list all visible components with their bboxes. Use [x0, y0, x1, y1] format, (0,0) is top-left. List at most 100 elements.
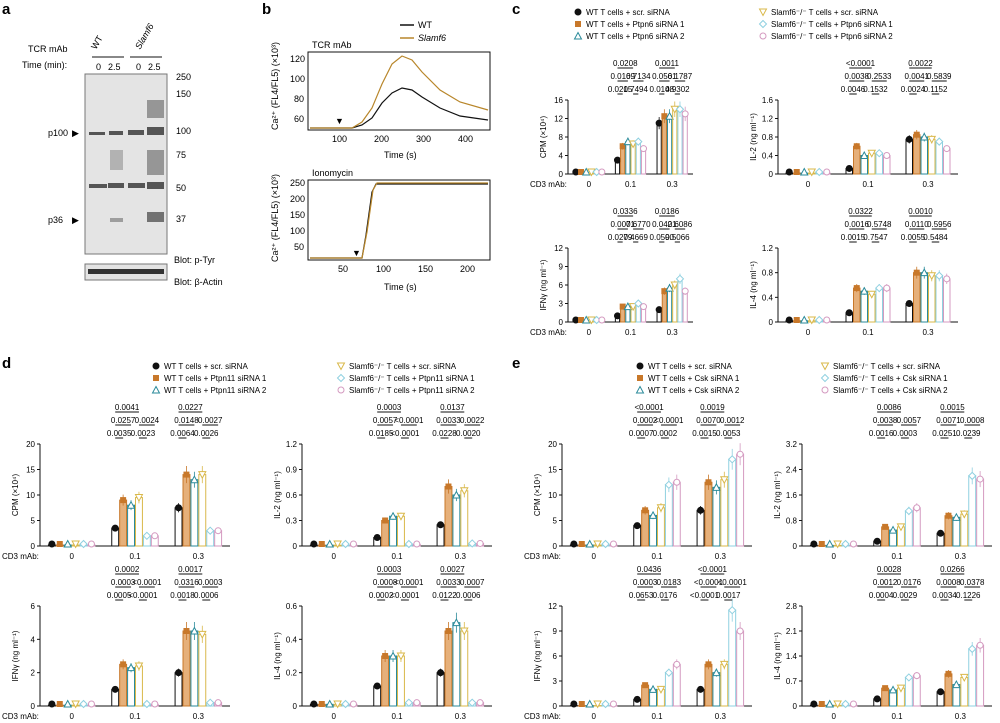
c-ifng-pvalue-0: 0.0279	[608, 233, 633, 242]
d-il2-point-g2-s4	[468, 539, 477, 548]
e-cpm-point-g2-s5	[736, 450, 744, 458]
c-ifng-pvalue-6: 0.5066	[665, 233, 690, 242]
c-cpm-point-g1-s5	[640, 145, 648, 153]
d-cpm-bar-g2-s1	[182, 474, 191, 547]
e-ifng-point-g0-s4	[601, 699, 610, 709]
e-ifng-bar-g2-s3	[720, 663, 729, 707]
top-ylabel: Ca²⁺ (FL4/FL5) (×10³)	[270, 42, 280, 130]
bottom-ylabel: Ca²⁺ (FL4/FL5) (×10³)	[270, 174, 280, 262]
c-ifng-pvalue-9: 0.0186	[655, 207, 680, 216]
e-cpm-bar-g1-s1	[641, 509, 650, 547]
d-il4-point-g1-s0	[373, 682, 381, 690]
bottom-plot-frame	[307, 179, 491, 261]
d-cpm-bar-g2-s0	[174, 507, 183, 547]
e-ifng-pvalue-2: 0.0003	[633, 578, 658, 587]
top-ytick-60: 60	[294, 114, 304, 124]
e-ifng-point-g0-s0	[570, 700, 578, 708]
e-cpm-pvalue-0: 0.0007	[629, 429, 654, 438]
c-cpm-point-g2-s5	[681, 110, 689, 118]
e-il4-point-g2-s5	[976, 641, 984, 649]
d-ifng-point-g0-s1	[56, 701, 63, 707]
c-ifng-cd3-label: CD3 mAb:	[530, 328, 567, 337]
bottom-xtick-200: 200	[460, 264, 475, 274]
c-il2-pvalue-0: 0.0046	[841, 85, 866, 94]
d-il2-point-g0-s0	[310, 540, 318, 548]
c-ifng-pvalue-4: 0.0336	[613, 207, 638, 216]
d-ifng-ytick-0: 0	[31, 702, 36, 711]
d-ifng-point-g0-s0	[48, 700, 56, 708]
e-il2-point-g2-s5	[976, 475, 984, 483]
e-il4-point-g2-s4	[968, 644, 977, 654]
c-il2-ytick-0: 0	[769, 170, 774, 179]
d-il4-bar-g2-s2	[452, 622, 461, 707]
ionomycin-title: Ionomycin	[312, 168, 353, 178]
c-cpm-ytick-3: 12	[554, 115, 563, 124]
e-il2-bar-g2-s4	[968, 475, 977, 547]
c-ifng-ytick-2: 6	[559, 281, 564, 290]
e-il2-point-g2-s2	[952, 512, 961, 521]
e-il4-point-g0-s5	[849, 700, 857, 708]
e-cpm-xtick-2: 0.3	[715, 552, 727, 561]
d-il2-pvalue-4: 0.0003	[377, 403, 402, 412]
d-ifng-bar-g2-s1	[182, 630, 191, 707]
e-ifng-pvalue-9: <0.0001	[698, 565, 728, 574]
e-ifng-bar-g1-s5	[672, 663, 681, 707]
e-cpm-point-g2-s2	[712, 482, 721, 491]
c-il4-point-g0-s3	[807, 316, 817, 325]
d-il4-pvalue-2: 0.0008	[373, 578, 398, 587]
d-il2-point-g1-s2	[388, 511, 398, 520]
wt-lane-label: WT	[89, 33, 105, 51]
c-cpm-point-g1-s3	[628, 140, 638, 149]
e-cpm-pvalue-8: 0.0012	[720, 416, 745, 425]
c-il2-point-g0-s2	[799, 167, 809, 176]
d-cpm-ylabel: CPM (×10⁴)	[11, 474, 20, 517]
c-ifng-bar-g2-s5	[682, 290, 688, 323]
e-ifng-xtick-0: 0	[591, 712, 596, 721]
d-il2-point-g2-s5	[476, 539, 484, 547]
panel-label-e: e	[512, 355, 520, 372]
c-il2-pvalue-7: 0.0041	[905, 72, 930, 81]
d-ifng-point-g1-s2	[126, 663, 136, 672]
e-ifng-point-g1-s0	[633, 695, 641, 703]
e-cpm-pvalue-1: 0.0002	[653, 429, 678, 438]
d-il2-point-g0-s4	[341, 539, 350, 549]
e-il2-xtick-0: 0	[831, 552, 836, 561]
c-cpm-ytick-2: 8	[559, 133, 564, 142]
d-cpm-point-g1-s4	[142, 531, 152, 541]
c-cpm-bar-g2-s1	[661, 115, 667, 175]
c-cpm-bar-g2-s2	[666, 115, 673, 175]
e-ifng-cd3-label: CD3 mAb:	[524, 712, 561, 721]
c-ifng-bar-g2-s4	[677, 278, 683, 323]
d-cpm-point-g2-s4	[206, 526, 215, 535]
e-il2-bar-g2-s2	[952, 516, 961, 547]
legend-e-marker-2	[637, 375, 643, 381]
e-il2-ytick-3: 2.4	[786, 466, 798, 475]
bottom-xtick-50: 50	[338, 264, 348, 274]
e-ifng-pvalue-4: 0.0436	[637, 565, 662, 574]
e-il4-point-g0-s4	[841, 699, 850, 709]
e-il2-point-g1-s5	[913, 504, 921, 512]
e-il4-xtick-2: 0.3	[955, 712, 967, 721]
c-cpm-pvalue-8: 0.1787	[668, 72, 693, 81]
c-il2-bar-g2-s2	[920, 136, 928, 175]
chart-c-il2: 0 0.4 0.8 1.2 1.6 IL-2 (ng ml⁻¹) 0 0.1 0.3 0.0046…	[749, 59, 958, 189]
c-il4-xtick-0: 0	[806, 328, 811, 337]
e-cpm-bar-g2-s4	[728, 458, 737, 547]
d-il4-point-g0-s2	[325, 699, 335, 708]
d-ifng-bar-g2-s0	[174, 672, 183, 707]
legend-wt: WT	[418, 20, 432, 30]
e-il2-point-g1-s1	[882, 523, 889, 530]
e-ifng-point-g1-s3	[656, 685, 666, 694]
d-il4-pvalue-3: <0.0001	[394, 578, 424, 587]
d-il4-point-g1-s1	[382, 653, 389, 659]
e-cpm-pvalue-9: 0.0019	[700, 403, 725, 412]
c-ifng-pvalue-3: 0.6770	[626, 220, 651, 229]
e-il2-pvalue-6: 0.0239	[956, 429, 981, 438]
c-il4-pvalue-2: 0.0016	[845, 220, 870, 229]
c-il2-pvalue-1: 0.1532	[863, 85, 888, 94]
c-il4-point-g1-s1	[853, 285, 860, 292]
c-ifng-pvalue-1: 0.4669	[623, 233, 648, 242]
c-ifng-point-g0-s0	[572, 316, 580, 324]
